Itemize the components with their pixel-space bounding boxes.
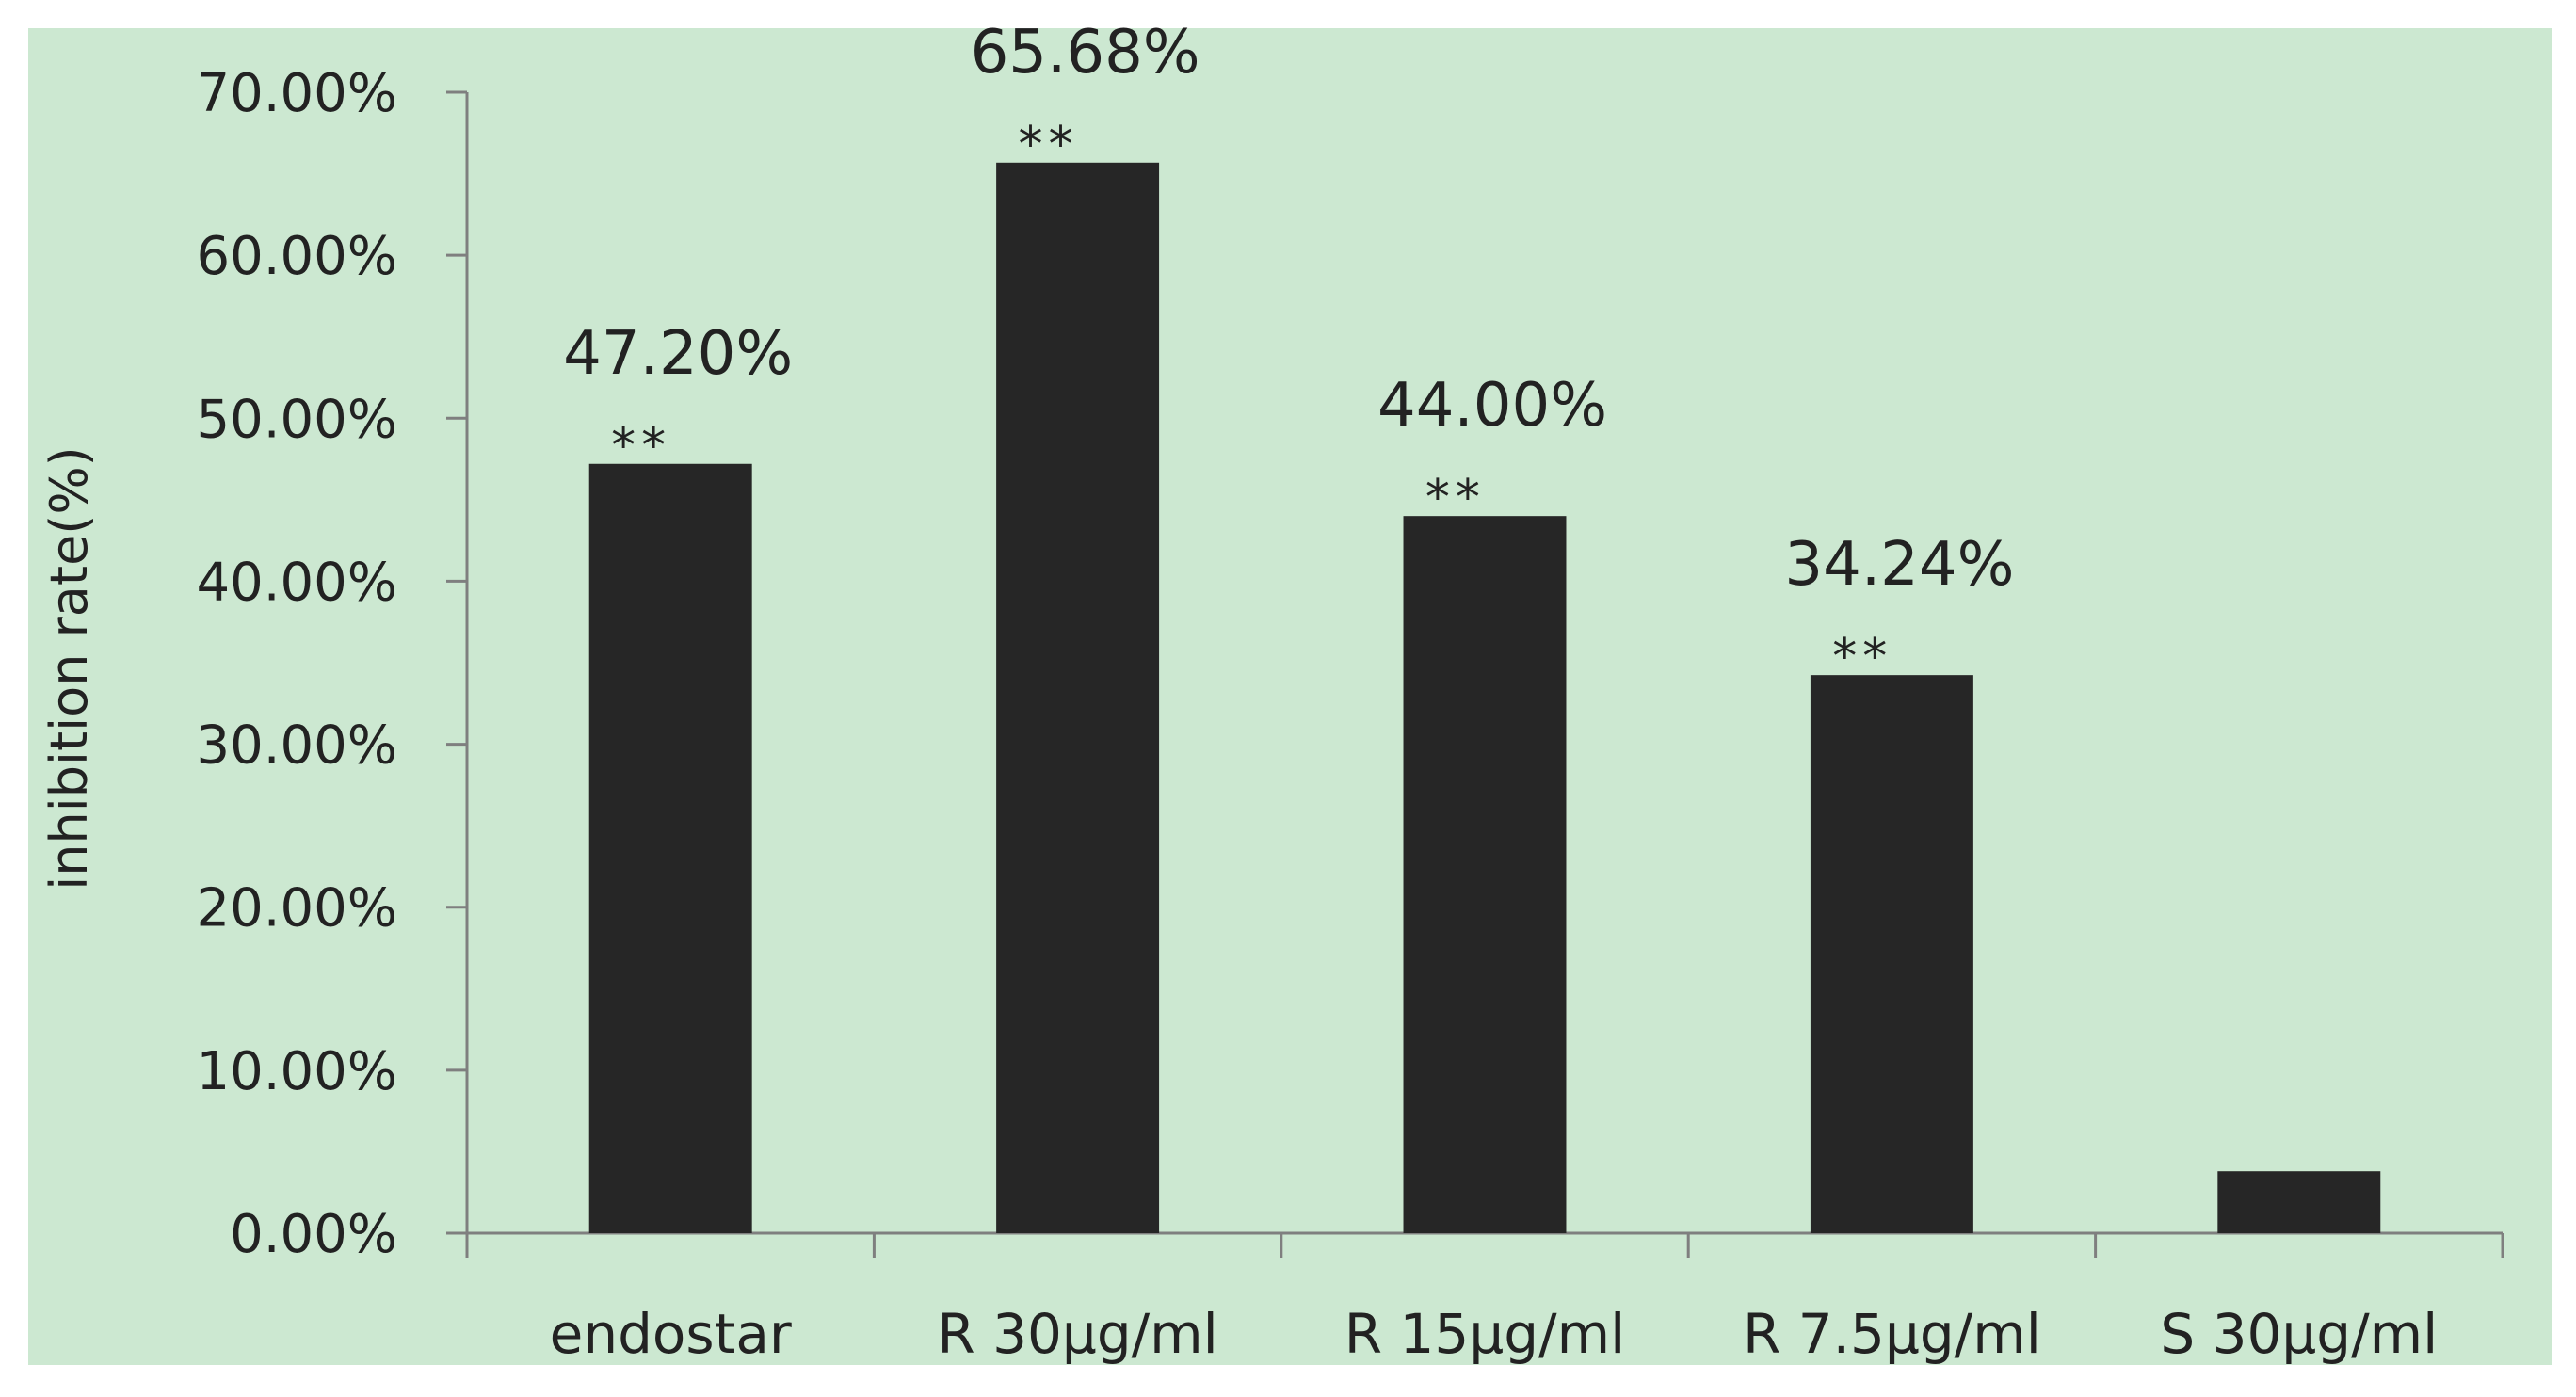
significance-mark: ** (1018, 117, 1078, 173)
bar (1810, 675, 1973, 1233)
x-tick-label: R 30μg/ml (937, 1302, 1217, 1366)
y-tick-label: 30.00% (196, 715, 397, 777)
significance-mark: ** (1425, 470, 1486, 526)
y-axis-title: inhibition rate(%) (40, 446, 99, 890)
data-label: 65.68% (971, 18, 1200, 88)
chart-background (28, 28, 2552, 1365)
y-axis: 0.00% 10.00% 20.00% 30.00% 40.00% 50.00% 60.00… (196, 63, 469, 1265)
significance-mark: ** (611, 418, 671, 474)
data-label: 44.00% (1377, 371, 1607, 441)
x-tick-label: R 7.5μg/ml (1743, 1302, 2041, 1366)
y-tick-label: 60.00% (196, 226, 397, 287)
bars (588, 162, 2381, 1233)
x-tick-label: S 30μg/ml (2160, 1302, 2438, 1366)
data-labels: ** 47.20% ** 65.68% ** 44.00% ** 34.24% (563, 18, 2014, 685)
y-tick-label: 0.00% (230, 1204, 397, 1265)
y-tick-label: 40.00% (196, 552, 397, 613)
bar (588, 463, 752, 1233)
y-tick-label: 10.00% (196, 1041, 397, 1102)
y-tick-label: 50.00% (196, 389, 397, 450)
data-label: 47.20% (563, 319, 793, 389)
bar (2217, 1171, 2381, 1233)
significance-mark: ** (1832, 629, 1892, 685)
y-tick-label: 20.00% (196, 878, 397, 939)
bar (1403, 516, 1567, 1233)
data-label: 34.24% (1784, 530, 2014, 600)
x-tick-label: R 15μg/ml (1344, 1302, 1625, 1366)
x-tick-label: endostar (550, 1302, 792, 1366)
y-tick-label: 70.00% (196, 63, 397, 124)
bar (996, 162, 1160, 1233)
